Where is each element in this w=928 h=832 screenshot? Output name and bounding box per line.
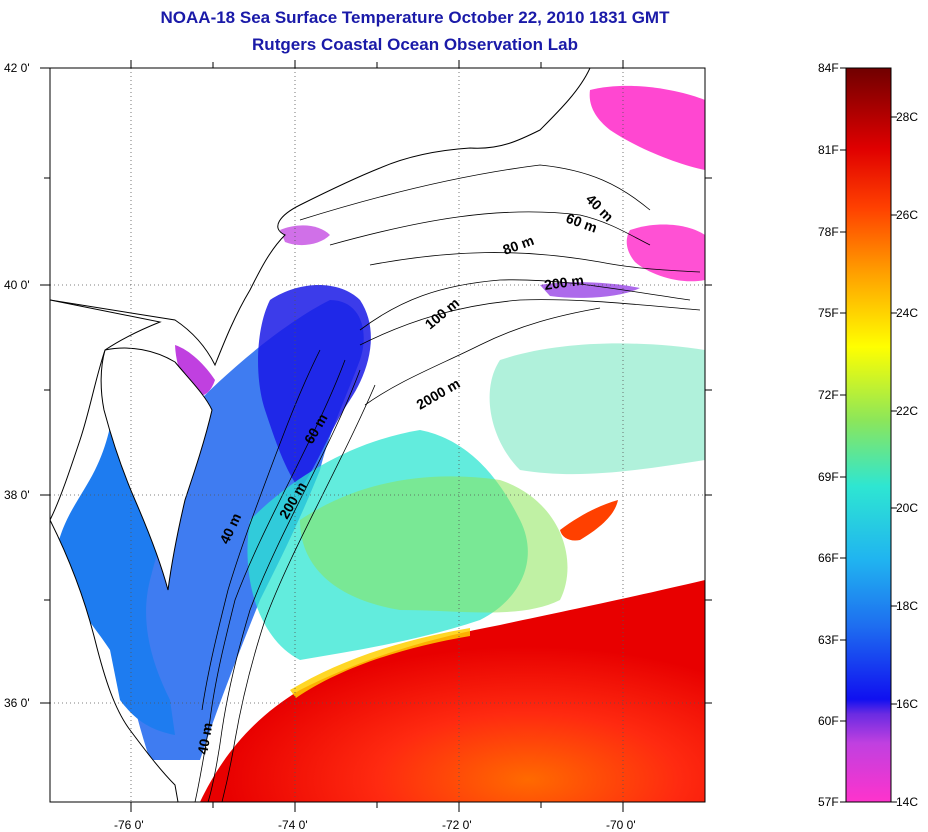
colorbar-f-label: 75F	[818, 306, 839, 320]
contour-shelf-inner	[201, 349, 321, 711]
colorbar-f-label: 69F	[818, 470, 839, 484]
colorbar-f-label: 57F	[818, 795, 839, 809]
warm-filament	[560, 500, 618, 541]
colorbar-f-label: 78F	[818, 225, 839, 239]
colorbar-c-label: 18C	[896, 599, 919, 613]
land-virginia	[50, 519, 179, 802]
gulf-of-maine-cold-water	[589, 85, 705, 170]
colorbar-c-label: 16C	[896, 697, 919, 711]
slope-cold-water	[540, 282, 640, 298]
nearshore-dark-blue	[258, 285, 371, 490]
lon-label-74: -74 0'	[278, 818, 308, 832]
contour-80m	[369, 252, 701, 273]
contour-40m-north	[299, 164, 651, 221]
axis-ticks	[40, 60, 712, 812]
lat-label-40: 40 0'	[4, 278, 30, 292]
contour-200m-north	[359, 299, 701, 346]
contour-shelf-2	[207, 369, 361, 802]
lat-label-36: 36 0'	[4, 696, 30, 710]
colorbar-c-label: 26C	[896, 208, 919, 222]
colorbar-c-label: 22C	[896, 404, 919, 418]
colorbar-f-label: 84F	[818, 61, 839, 75]
map-subtitle: Rutgers Coastal Ocean Observation Lab	[252, 35, 578, 54]
colorbar-f-label: 72F	[818, 388, 839, 402]
lon-label-76: -76 0'	[114, 818, 144, 832]
lat-label-42: 42 0'	[4, 61, 30, 75]
land-north	[50, 68, 591, 367]
land-delmarva	[100, 347, 213, 591]
bathymetry-contours	[194, 164, 701, 802]
lat-label-38: 38 0'	[4, 488, 30, 502]
colorbar-f-label: 60F	[818, 714, 839, 728]
contour-2000m	[364, 307, 601, 406]
colorbar-f-label: 66F	[818, 551, 839, 565]
colorbar-f-label: 81F	[818, 143, 839, 157]
contour-label-40m-south: 40 m	[194, 721, 215, 755]
ny-bight-cold-water	[280, 225, 330, 246]
map-title: NOAA-18 Sea Surface Temperature October …	[160, 8, 670, 27]
colorbar-c-label: 24C	[896, 306, 919, 320]
colorbar-c-label: 28C	[896, 110, 919, 124]
contour-shelf-1	[194, 359, 346, 802]
georges-cold-water	[626, 224, 705, 282]
lon-label-70: -70 0'	[606, 818, 636, 832]
gulf-stream-warm-water	[200, 580, 705, 802]
contour-label-200m-north: 200 m	[543, 272, 585, 293]
contour-shelf-3	[221, 384, 376, 802]
colorbar-c-label: 14C	[896, 795, 919, 809]
shelf-mid-water	[489, 343, 705, 475]
colorbar-c-label: 20C	[896, 501, 919, 515]
lon-label-72: -72 0'	[442, 818, 472, 832]
contour-60m	[329, 211, 651, 246]
colorbar-ticks	[840, 67, 897, 803]
colorbar-f-label: 63F	[818, 633, 839, 647]
contour-100m	[359, 279, 691, 331]
warm-core-yellow-edge	[290, 628, 470, 698]
colorbar	[845, 67, 892, 803]
land-west	[50, 299, 162, 521]
shelf-green-water	[300, 476, 568, 613]
